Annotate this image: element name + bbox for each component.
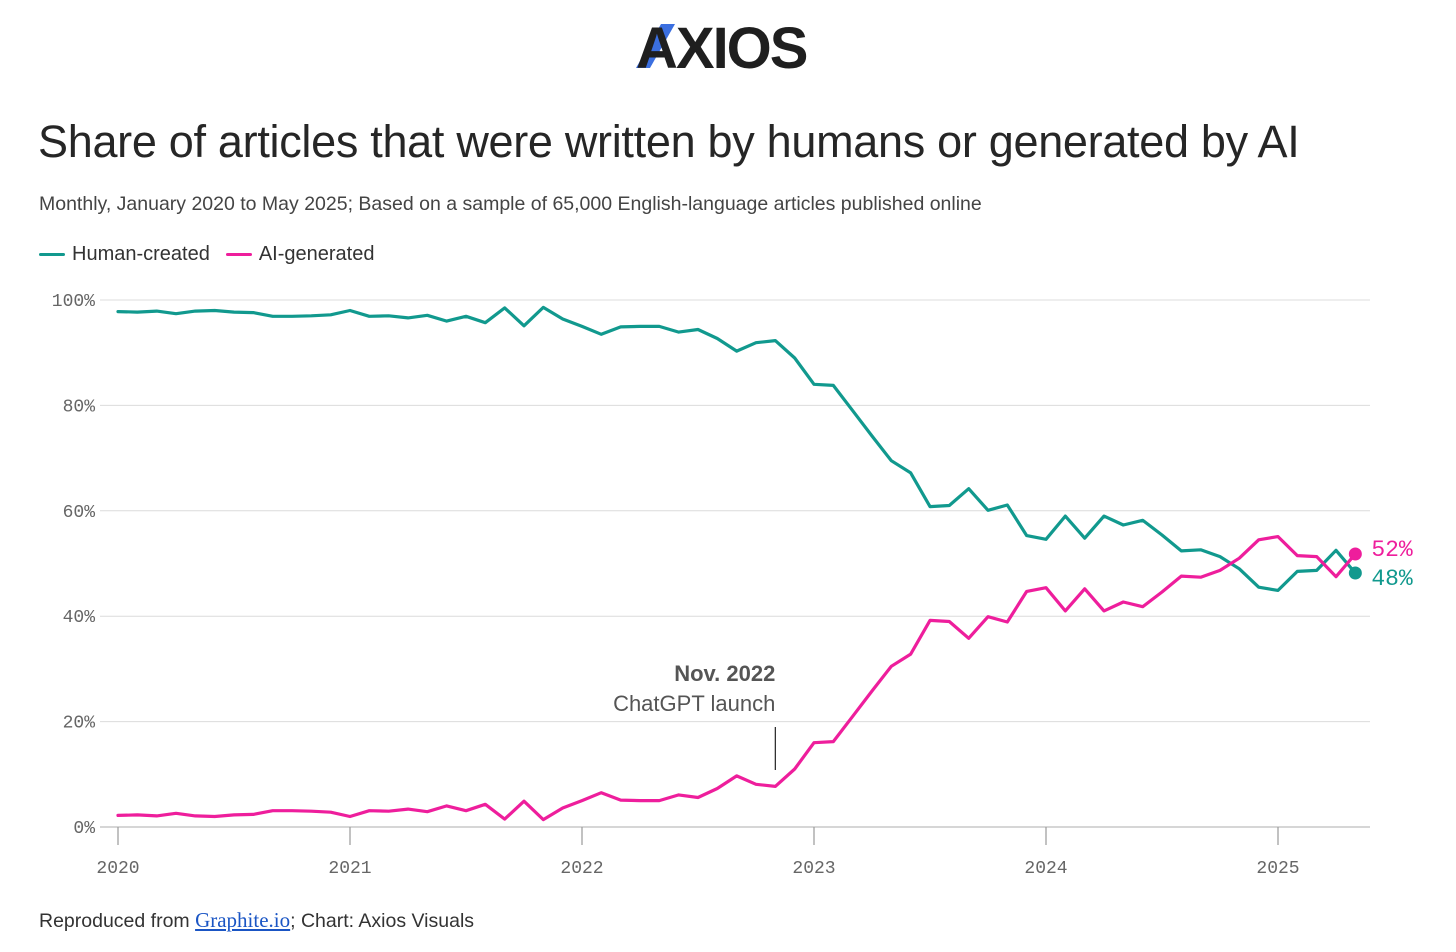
series-line-ai — [116, 534, 1357, 822]
legend-item-ai: AI-generated — [225, 243, 375, 266]
x-tick-label-2022: 2022 — [560, 859, 603, 879]
x-tick-label-2024: 2024 — [1024, 859, 1067, 879]
chatgpt-annotation: Nov. 2022 ChatGPT launch — [613, 661, 776, 770]
x-tick-label-2023: 2023 — [792, 859, 835, 879]
footer-suffix: ; Chart: Axios Visuals — [290, 910, 475, 932]
graphite-link[interactable]: Graphite.io — [195, 908, 291, 932]
x-tick-label-2021: 2021 — [328, 859, 371, 879]
annotation-text: ChatGPT launch — [613, 691, 775, 716]
y-tick-label-60: 60% — [63, 503, 96, 523]
y-tick-label-80: 80% — [63, 397, 96, 417]
legend: Human-created AI-generated — [39, 243, 390, 266]
y-tick-label-40: 40% — [63, 608, 96, 628]
logo-text: AXIOS — [636, 16, 807, 81]
series-lines — [116, 305, 1357, 822]
legend-swatch-human — [39, 253, 65, 256]
legend-swatch-ai — [225, 253, 252, 256]
legend-label-ai: AI-generated — [258, 243, 375, 265]
footer-credit: Reproduced from Graphite.io; Chart: Axio… — [39, 908, 474, 933]
y-tick-label-20: 20% — [63, 714, 96, 734]
footer-prefix: Reproduced from — [39, 910, 196, 932]
line-chart: 0%20%40%60%80%100% 2020 2021 2022 2023 2024 2… — [52, 292, 1413, 879]
y-axis-tick-labels: 0% 20% 40% 60% 80% 100% — [52, 292, 95, 839]
y-tick-label-0: 0% — [73, 819, 95, 839]
legend-label-human: Human-created — [72, 243, 210, 265]
x-tick-label-2025: 2025 — [1256, 859, 1299, 879]
grid-lines — [100, 299, 1370, 723]
x-axis: 2020 2021 2022 2023 2024 2025 — [96, 826, 1370, 879]
end-label-ai: 52% — [1371, 537, 1413, 563]
end-marker-human — [1348, 566, 1362, 580]
end-label-human: 48% — [1371, 566, 1413, 592]
annotation-date: Nov. 2022 — [674, 661, 775, 686]
y-tick-label-100: 100% — [52, 292, 95, 312]
end-markers: 52%48% — [1348, 537, 1413, 592]
axios-logo: AXIOS — [636, 16, 809, 81]
chart-subtitle: Monthly, January 2020 to May 2025; Based… — [39, 193, 982, 215]
chart-title: Share of articles that were written by h… — [38, 116, 1300, 167]
logo-accent-stroke — [636, 24, 675, 68]
x-tick-label-2020: 2020 — [96, 859, 139, 879]
legend-item-human: Human-created — [39, 243, 210, 266]
series-line-human — [116, 305, 1357, 593]
end-marker-ai — [1348, 547, 1362, 561]
